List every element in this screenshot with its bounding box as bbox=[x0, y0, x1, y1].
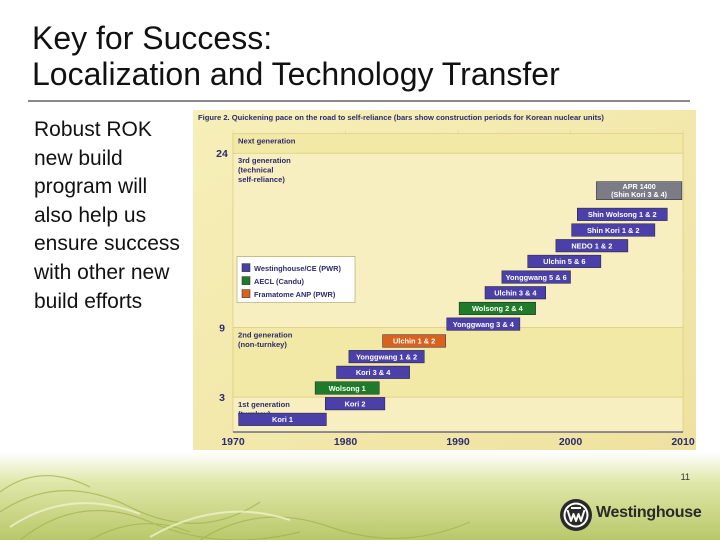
bar-label: Shin Wolsong 1 & 2 bbox=[588, 210, 657, 219]
construction-bar bbox=[336, 365, 410, 379]
bar-label: Ulchin 5 & 6 bbox=[543, 257, 585, 266]
bar-label: Yonggwang 3 & 4 bbox=[453, 320, 515, 329]
bar-label: Yonggwang 5 & 6 bbox=[506, 273, 567, 282]
bar-label: Ulchin 3 & 4 bbox=[494, 289, 537, 298]
x-tick-label: 1970 bbox=[221, 436, 245, 448]
generation-label: 1st generation bbox=[238, 400, 290, 409]
legend-entry: Framatome ANP (PWR) bbox=[254, 290, 336, 299]
construction-bar bbox=[484, 286, 546, 300]
construction-bar bbox=[314, 381, 380, 395]
bar-label: Kori 1 bbox=[272, 415, 293, 424]
generation-label: self-reliance) bbox=[238, 175, 285, 184]
bar-label: Kori 3 & 4 bbox=[356, 368, 391, 377]
legend-entry: Westinghouse/CE (PWR) bbox=[254, 264, 341, 273]
title-line-1: Key for Success: bbox=[32, 20, 273, 56]
bar-label: Ulchin 1 & 2 bbox=[393, 337, 435, 346]
x-tick-label: 2000 bbox=[559, 436, 583, 448]
x-tick-label: 2010 bbox=[671, 436, 695, 448]
bar-label: Yonggwang 1 & 2 bbox=[356, 352, 417, 361]
westinghouse-logo: Westinghouse bbox=[558, 497, 702, 533]
bar-label: Shin Kori 1 & 2 bbox=[587, 226, 640, 235]
construction-bar bbox=[382, 334, 446, 348]
x-tick-label: 1980 bbox=[334, 436, 358, 448]
construction-bar bbox=[596, 181, 683, 200]
bar-label: Wolsong 1 bbox=[329, 384, 366, 393]
construction-bar bbox=[577, 207, 668, 221]
bar-label: APR 1400 bbox=[623, 182, 656, 191]
logo-wordmark: Westinghouse bbox=[596, 504, 702, 521]
slide-title: Key for Success: Localization and Techno… bbox=[32, 20, 702, 92]
y-tick-label: 9 bbox=[219, 322, 225, 334]
legend-box bbox=[236, 256, 356, 303]
generation-band bbox=[232, 133, 684, 154]
y-tick-label: 3 bbox=[219, 392, 225, 404]
generation-label: 2nd generation bbox=[238, 330, 293, 339]
westinghouse-circle-w-icon bbox=[560, 499, 592, 531]
title-divider bbox=[28, 100, 690, 102]
construction-bar bbox=[527, 254, 602, 268]
construction-timeline-chart: Figure 2. Quickening pace on the road to… bbox=[193, 110, 696, 450]
generation-label: Next generation bbox=[238, 136, 296, 145]
footer-decoration bbox=[0, 452, 720, 541]
legend-swatch bbox=[241, 263, 251, 272]
bar-label: NEDO 1 & 2 bbox=[571, 241, 612, 250]
generation-label: (technical bbox=[238, 166, 273, 175]
generation-band bbox=[232, 327, 684, 398]
page-number: 11 bbox=[680, 472, 690, 482]
bar-label: (Shin Kori 3 & 4) bbox=[611, 190, 668, 199]
construction-bar bbox=[501, 270, 571, 284]
x-tick-label: 1990 bbox=[446, 436, 470, 448]
construction-bar bbox=[571, 223, 656, 237]
y-tick-label: 24 bbox=[216, 148, 228, 160]
title-line-2: Localization and Technology Transfer bbox=[32, 56, 560, 92]
construction-bar bbox=[458, 301, 536, 315]
construction-bar bbox=[238, 412, 327, 426]
legend-swatch bbox=[241, 289, 251, 298]
bar-label: Kori 2 bbox=[345, 399, 366, 408]
chart-title: Figure 2. Quickening pace on the road to… bbox=[198, 113, 604, 122]
construction-bar bbox=[325, 397, 386, 411]
legend-swatch bbox=[241, 276, 251, 285]
bar-label: Wolsong 2 & 4 bbox=[472, 304, 524, 313]
construction-bar bbox=[555, 239, 629, 253]
legend-entry: AECL (Candu) bbox=[254, 277, 304, 286]
construction-bar bbox=[348, 350, 425, 364]
chart-figure: Figure 2. Quickening pace on the road to… bbox=[193, 110, 696, 450]
body-text: Robust ROK new build program will also h… bbox=[34, 118, 180, 313]
generation-label: (non-turnkey) bbox=[238, 340, 287, 349]
construction-bar bbox=[446, 317, 521, 331]
generation-label: 3rd generation bbox=[238, 156, 291, 165]
